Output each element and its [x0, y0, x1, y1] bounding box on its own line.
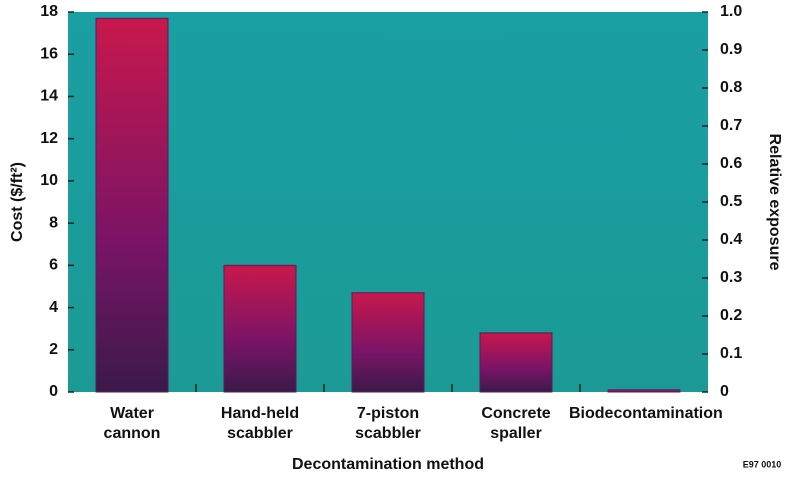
- y-tick-label: 10: [40, 172, 58, 189]
- bar: [223, 264, 297, 393]
- y-tick-label: 14: [40, 88, 58, 105]
- x-tick-label: 7-piston scabbler: [313, 404, 463, 444]
- x-tick-text: Biodecontamination: [569, 405, 723, 422]
- y2-tick-label: 0.1: [720, 345, 742, 362]
- x-tick-text: 7-piston scabbler: [355, 405, 421, 442]
- y-tick-label: 4: [49, 299, 58, 316]
- bar: [607, 389, 681, 393]
- y-tick-label: 8: [49, 214, 58, 231]
- y-tick-label: 16: [40, 45, 58, 62]
- x-tick-label: Concrete spaller: [441, 404, 591, 444]
- x-tick-label: Hand-held scabbler: [185, 404, 335, 444]
- bar: [95, 17, 169, 393]
- y-tick-label: 12: [40, 130, 58, 147]
- y2-tick-label: 1.0: [720, 3, 742, 20]
- y2-tick-label: 0: [720, 383, 729, 400]
- x-tick-text: Water cannon: [103, 405, 161, 442]
- y2-axis-title: Relative exposure: [766, 134, 783, 271]
- y2-tick-label: 0.3: [720, 269, 742, 286]
- x-tick-text: Hand-held scabbler: [220, 405, 300, 442]
- bar: [479, 332, 553, 393]
- y2-tick-label: 0.4: [720, 231, 742, 248]
- y-tick-label: 18: [40, 3, 58, 20]
- y2-tick-label: 0.2: [720, 307, 742, 324]
- y2-tick-label: 0.6: [720, 155, 742, 172]
- y2-tick-label: 0.7: [720, 117, 742, 134]
- x-tick-text: Concrete spaller: [481, 405, 551, 442]
- y-tick-label: 6: [49, 257, 58, 274]
- y2-tick-label: 0.5: [720, 193, 742, 210]
- x-tick-label: Biodecontamination: [569, 404, 723, 424]
- x-tick-label: Water cannon: [57, 404, 207, 444]
- y-axis-title: Cost ($/ft²): [9, 162, 26, 242]
- y-tick-label: 2: [49, 341, 58, 358]
- y2-tick-label: 0.9: [720, 41, 742, 58]
- y-tick-label: 0: [49, 383, 58, 400]
- bar: [351, 292, 425, 393]
- x-axis-title: Decontamination method: [292, 456, 484, 473]
- y2-tick-label: 0.8: [720, 79, 742, 96]
- figure-code: E97 0010: [743, 459, 782, 469]
